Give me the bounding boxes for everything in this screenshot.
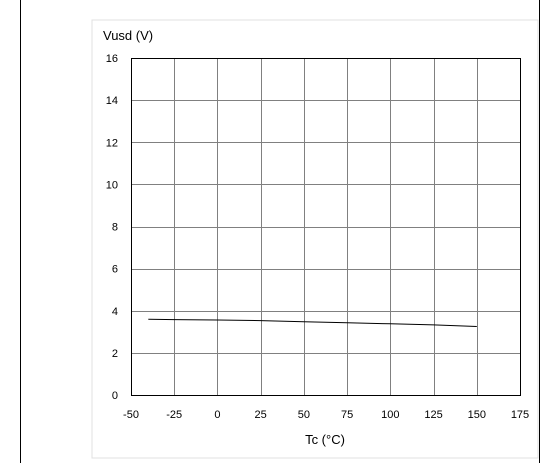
x-axis-label: Tc (°C) [305, 432, 345, 447]
y-tick-label: 14 [106, 95, 118, 107]
y-tick-label: 6 [112, 264, 118, 276]
x-tick-label: 125 [424, 409, 442, 421]
x-tick-label: 75 [341, 409, 353, 421]
grid [131, 58, 521, 396]
y-axis-label: Vusd (V) [103, 28, 153, 43]
y-tick-label: 0 [112, 390, 118, 402]
x-tick-label: -25 [166, 409, 182, 421]
x-tick-label: 50 [298, 409, 310, 421]
y-tick-label: 12 [106, 137, 118, 149]
y-tick-label: 8 [112, 222, 118, 234]
panel-border [91, 19, 539, 459]
x-tick-label: 150 [468, 409, 486, 421]
x-tick-label: 0 [214, 409, 220, 421]
y-tick-label: 2 [112, 348, 118, 360]
series [148, 318, 477, 327]
y-tick-label: 4 [112, 306, 118, 318]
x-tick-label: 175 [511, 409, 529, 421]
series-line [148, 318, 477, 327]
plot-area [131, 58, 521, 396]
tick-labels: -50 -25 0 25 50 75 100 125 150 175 0 2 4 6 8 10 12 14 16 [106, 53, 529, 421]
x-tick-label: -50 [123, 409, 139, 421]
x-tick-label: 25 [255, 409, 267, 421]
y-tick-label: 16 [106, 53, 118, 65]
y-tick-label: 10 [106, 179, 118, 191]
x-tick-label: 100 [381, 409, 399, 421]
